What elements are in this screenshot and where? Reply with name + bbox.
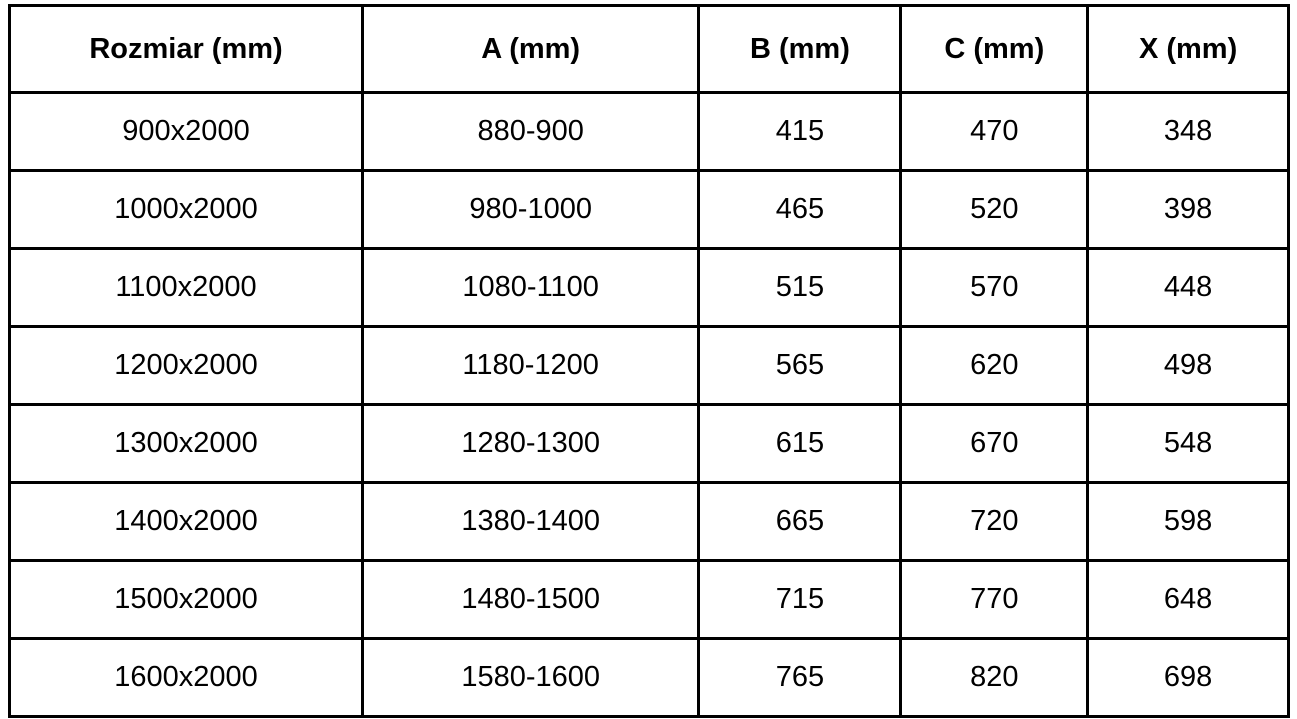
table-cell: 720 [899,481,1090,562]
table-row: 900x2000 880-900 415 470 348 [8,91,1290,172]
table-cell: 900x2000 [8,91,364,172]
table-cell: 1080-1100 [360,247,701,328]
table-cell: 1200x2000 [8,325,364,406]
table-cell: 548 [1086,403,1290,484]
table-cell: 665 [697,481,903,562]
table-cell: 465 [697,169,903,250]
table-cell: 615 [697,403,903,484]
size-spec-table: Rozmiar (mm) A (mm) B (mm) C (mm) X (mm)… [8,4,1290,718]
table-cell: 698 [1086,637,1290,718]
column-header-x: X (mm) [1086,4,1290,94]
column-header-b: B (mm) [697,4,903,94]
table-cell: 620 [899,325,1090,406]
table-cell: 1500x2000 [8,559,364,640]
table-cell: 1280-1300 [360,403,701,484]
table-cell: 598 [1086,481,1290,562]
table-row: 1100x2000 1080-1100 515 570 448 [8,247,1290,328]
table-cell: 1100x2000 [8,247,364,328]
table-row: 1000x2000 980-1000 465 520 398 [8,169,1290,250]
table-cell: 565 [697,325,903,406]
column-header-a: A (mm) [360,4,701,94]
table-row: 1200x2000 1180-1200 565 620 498 [8,325,1290,406]
table-cell: 348 [1086,91,1290,172]
table-cell: 1480-1500 [360,559,701,640]
table-cell: 498 [1086,325,1290,406]
table-cell: 980-1000 [360,169,701,250]
table-cell: 715 [697,559,903,640]
table-cell: 515 [697,247,903,328]
table-cell: 520 [899,169,1090,250]
table-cell: 770 [899,559,1090,640]
table-row: 1500x2000 1480-1500 715 770 648 [8,559,1290,640]
table-cell: 1400x2000 [8,481,364,562]
table-cell: 820 [899,637,1090,718]
table-cell: 570 [899,247,1090,328]
table-cell: 470 [899,91,1090,172]
table-cell: 880-900 [360,91,701,172]
table-cell: 1300x2000 [8,403,364,484]
table-cell: 415 [697,91,903,172]
column-header-c: C (mm) [899,4,1090,94]
table-cell: 398 [1086,169,1290,250]
table-row: 1600x2000 1580-1600 765 820 698 [8,637,1290,718]
table-cell: 1000x2000 [8,169,364,250]
table-cell: 448 [1086,247,1290,328]
table-row: 1400x2000 1380-1400 665 720 598 [8,481,1290,562]
table-cell: 1580-1600 [360,637,701,718]
table-header: Rozmiar (mm) A (mm) B (mm) C (mm) X (mm) [8,4,1290,94]
table-cell: 648 [1086,559,1290,640]
table-cell: 1600x2000 [8,637,364,718]
table-cell: 1380-1400 [360,481,701,562]
table-body: 900x2000 880-900 415 470 348 1000x2000 980-100… [8,91,1290,718]
table-cell: 1180-1200 [360,325,701,406]
column-header-rozmiar: Rozmiar (mm) [8,4,364,94]
table-cell: 765 [697,637,903,718]
table-cell: 670 [899,403,1090,484]
header-row: Rozmiar (mm) A (mm) B (mm) C (mm) X (mm) [8,4,1290,94]
table-row: 1300x2000 1280-1300 615 670 548 [8,403,1290,484]
